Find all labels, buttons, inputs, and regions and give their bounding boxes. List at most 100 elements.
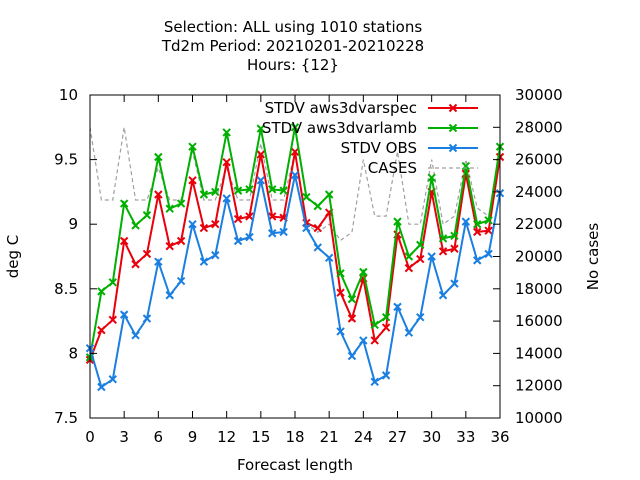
y2-tick-label: 28000 (515, 118, 563, 136)
data-point (438, 291, 448, 300)
data-point (222, 194, 231, 203)
data-point (188, 219, 197, 229)
axis-ticks: 0 3 6 9 12 15 18 21 24 27 30 33 367.588.599.51010000… (54, 86, 563, 446)
legend-label: STDV aws3dvarspec (265, 99, 417, 117)
data-point (154, 152, 163, 162)
legend-marker (448, 123, 458, 133)
data-point (461, 217, 471, 226)
data-point (347, 294, 357, 304)
data-point (256, 150, 266, 159)
data-point (245, 185, 254, 194)
data-point (154, 257, 163, 266)
data-point (302, 223, 311, 233)
data-point (359, 336, 368, 345)
plot-frame (89, 94, 501, 419)
data-point (211, 187, 220, 197)
data-point (416, 240, 425, 250)
data-point (370, 336, 379, 345)
data-point (142, 210, 152, 220)
x-tick-label: 6 (154, 428, 164, 446)
data-point (222, 128, 231, 137)
data-point (290, 123, 300, 132)
legend: STDV aws3dvarspec STDV aws3dvarlamb STDV O… (262, 99, 478, 177)
data-point (131, 331, 140, 340)
data-point (404, 328, 414, 337)
data-point (222, 157, 231, 167)
data-point (97, 287, 106, 296)
y-tick-label: 8.5 (54, 280, 78, 298)
data-point (381, 323, 391, 332)
y2-tick-label: 22000 (515, 215, 563, 233)
data-point (427, 173, 436, 182)
y2-tick-label: 16000 (515, 312, 563, 330)
data-point (381, 313, 391, 322)
data-point (336, 288, 345, 297)
x-tick-label: 0 (85, 428, 95, 446)
data-point (142, 249, 152, 259)
y-axis-label: deg C (4, 235, 22, 279)
data-point (393, 302, 402, 312)
legend-label: STDV aws3dvarlamb (262, 119, 417, 137)
data-point (484, 249, 493, 259)
data-point (302, 192, 311, 202)
x-tick-label: 15 (251, 428, 270, 446)
data-point (450, 244, 459, 253)
data-point (324, 190, 334, 199)
data-point (199, 190, 209, 199)
data-point (256, 124, 266, 133)
data-point (233, 186, 243, 195)
data-point (131, 221, 140, 230)
data-point (416, 313, 425, 322)
data-point (370, 377, 379, 387)
data-point (313, 243, 322, 252)
x-tick-label: 27 (388, 428, 407, 446)
plot-series (85, 123, 505, 392)
data-point (279, 227, 288, 237)
series-line (89, 174, 501, 389)
data-point (108, 278, 117, 287)
x-tick-label: 36 (490, 428, 509, 446)
data-point (154, 190, 163, 199)
data-point (370, 320, 379, 330)
data-point (199, 223, 209, 233)
data-point (119, 310, 129, 319)
legend-marker (448, 103, 458, 113)
data-point (290, 170, 300, 180)
data-point (211, 219, 220, 229)
data-point (176, 236, 186, 246)
data-point (245, 212, 254, 221)
data-point (438, 247, 448, 256)
data-point (336, 327, 345, 336)
data-point (233, 214, 243, 224)
x-axis-label: Forecast length (237, 456, 353, 474)
y-tick-label: 9 (68, 215, 78, 233)
data-point (416, 254, 425, 264)
data-point (438, 234, 448, 243)
data-point (404, 252, 414, 261)
data-point (233, 236, 243, 246)
data-point (165, 291, 174, 300)
x-tick-label: 24 (354, 428, 373, 446)
x-tick-label: 18 (285, 428, 304, 446)
title-line: Hours: {12} (247, 56, 339, 74)
data-point (131, 260, 140, 269)
x-tick-label: 9 (188, 428, 198, 446)
y2-tick-label: 30000 (515, 86, 563, 104)
data-point (108, 315, 117, 325)
y2-tick-label: 12000 (515, 377, 563, 395)
data-point (484, 226, 493, 235)
data-point (473, 256, 482, 265)
series-line (89, 127, 501, 242)
legend-label: CASES (368, 159, 417, 177)
data-point (473, 219, 482, 229)
data-point (393, 217, 402, 226)
data-point (245, 232, 254, 242)
data-point (97, 382, 106, 392)
x-tick-label: 33 (456, 428, 475, 446)
y2-tick-label: 18000 (515, 280, 563, 298)
data-point (336, 269, 345, 278)
y2-axis-label: No cases (584, 223, 602, 291)
x-tick-label: 21 (320, 428, 339, 446)
